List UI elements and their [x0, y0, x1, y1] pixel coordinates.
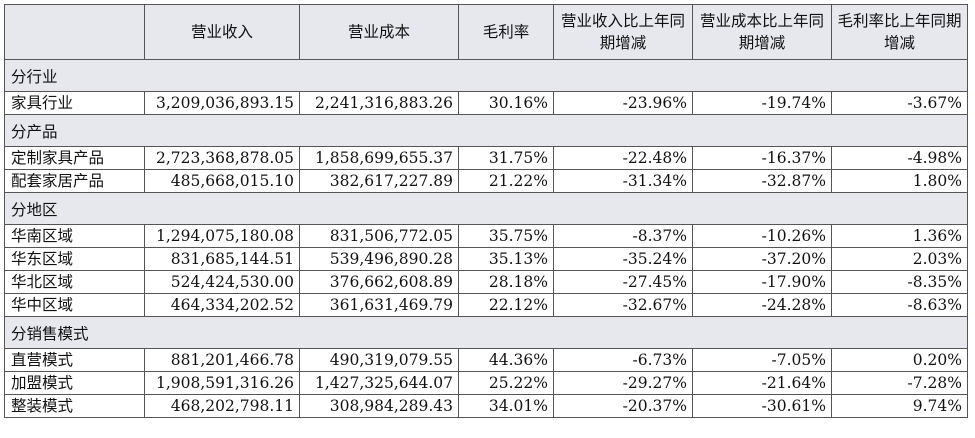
value-cell: -16.37%	[692, 146, 832, 170]
value-cell: -3.67%	[831, 91, 968, 115]
value-cell: 9.74%	[831, 394, 968, 418]
row-label-cell: 华北区域	[4, 270, 145, 294]
row-label-cell: 直营模式	[4, 348, 145, 372]
row-label-cell: 加盟模式	[4, 371, 145, 395]
section-header-row: 分产品	[4, 114, 968, 147]
table-row: 加盟模式 1,908,591,316.26 1,427,325,644.07 25.2…	[4, 371, 968, 395]
value-cell: 22.12%	[458, 293, 554, 317]
value-cell: -10.26%	[692, 224, 832, 248]
row-label-cell: 华东区域	[4, 247, 145, 271]
value-cell: 28.18%	[458, 270, 554, 294]
table-row: 华北区域 524,424,530.00 376,662,608.89 28.18% -2…	[4, 270, 968, 294]
segment-revenue-table: 营业收入 营业成本 毛利率 营业收入比上年同期增减 营业成本比上年同期增减 毛利…	[4, 4, 968, 418]
header-cell-gross-margin: 毛利率	[458, 4, 554, 60]
value-cell: 1,427,325,644.07	[299, 371, 459, 395]
value-cell: 1,858,699,655.37	[299, 146, 459, 170]
row-label-cell: 配套家居产品	[4, 169, 145, 193]
value-cell: -7.28%	[831, 371, 968, 395]
value-cell: -24.28%	[692, 293, 832, 317]
value-cell: 1.36%	[831, 224, 968, 248]
value-cell: -8.37%	[553, 224, 693, 248]
value-cell: 1.80%	[831, 169, 968, 193]
value-cell: 2,241,316,883.26	[299, 91, 459, 115]
value-cell: 34.01%	[458, 394, 554, 418]
value-cell: 831,506,772.05	[299, 224, 459, 248]
value-cell: 881,201,466.78	[144, 348, 300, 372]
section-title: 分地区	[4, 192, 968, 225]
table-row: 定制家具产品 2,723,368,878.05 1,858,699,655.37 31…	[4, 146, 968, 170]
table-body: 分行业 家具行业 3,209,036,893.15 2,241,316,883.26 3…	[4, 59, 968, 418]
header-cell-revenue: 营业收入	[144, 4, 300, 60]
section-header-row: 分地区	[4, 192, 968, 225]
value-cell: 831,685,144.51	[144, 247, 300, 271]
value-cell: -23.96%	[553, 91, 693, 115]
value-cell: 485,668,015.10	[144, 169, 300, 193]
value-cell: 35.13%	[458, 247, 554, 271]
value-cell: 31.75%	[458, 146, 554, 170]
header-row: 营业收入 营业成本 毛利率 营业收入比上年同期增减 营业成本比上年同期增减 毛利…	[4, 4, 968, 60]
value-cell: -29.27%	[553, 371, 693, 395]
segment-table-container: 营业收入 营业成本 毛利率 营业收入比上年同期增减 营业成本比上年同期增减 毛利…	[4, 4, 968, 418]
value-cell: -8.63%	[831, 293, 968, 317]
value-cell: -20.37%	[553, 394, 693, 418]
value-cell: 3,209,036,893.15	[144, 91, 300, 115]
row-label-cell: 定制家具产品	[4, 146, 145, 170]
value-cell: -6.73%	[553, 348, 693, 372]
value-cell: 2.03%	[831, 247, 968, 271]
value-cell: 44.36%	[458, 348, 554, 372]
header-cell-margin-yoy: 毛利率比上年同期增减	[831, 4, 968, 60]
value-cell: -4.98%	[831, 146, 968, 170]
table-row: 整装模式 468,202,798.11 308,984,289.43 34.01% -2…	[4, 394, 968, 418]
value-cell: 308,984,289.43	[299, 394, 459, 418]
section-title: 分产品	[4, 114, 968, 147]
value-cell: 21.22%	[458, 169, 554, 193]
value-cell: -7.05%	[692, 348, 832, 372]
section-title: 分销售模式	[4, 316, 968, 349]
value-cell: -19.74%	[692, 91, 832, 115]
value-cell: 1,908,591,316.26	[144, 371, 300, 395]
value-cell: -22.48%	[553, 146, 693, 170]
table-row: 配套家居产品 485,668,015.10 382,617,227.89 21.22%…	[4, 169, 968, 193]
value-cell: -35.24%	[553, 247, 693, 271]
value-cell: 0.20%	[831, 348, 968, 372]
section-title: 分行业	[4, 59, 968, 92]
value-cell: 490,319,079.55	[299, 348, 459, 372]
row-label-cell: 家具行业	[4, 91, 145, 115]
table-row: 华东区域 831,685,144.51 539,496,890.28 35.13% -3…	[4, 247, 968, 271]
table-row: 家具行业 3,209,036,893.15 2,241,316,883.26 30.1…	[4, 91, 968, 115]
table-row: 直营模式 881,201,466.78 490,319,079.55 44.36% -6…	[4, 348, 968, 372]
value-cell: -21.64%	[692, 371, 832, 395]
section-header-row: 分销售模式	[4, 316, 968, 349]
header-cell-cost-yoy: 营业成本比上年同期增减	[692, 4, 832, 60]
value-cell: 468,202,798.11	[144, 394, 300, 418]
value-cell: 376,662,608.89	[299, 270, 459, 294]
header-cell-corner	[4, 4, 145, 60]
value-cell: -32.67%	[553, 293, 693, 317]
value-cell: -31.34%	[553, 169, 693, 193]
row-label-cell: 华南区域	[4, 224, 145, 248]
value-cell: 524,424,530.00	[144, 270, 300, 294]
value-cell: 464,334,202.52	[144, 293, 300, 317]
table-row: 华中区域 464,334,202.52 361,631,469.79 22.12% -3…	[4, 293, 968, 317]
value-cell: -37.20%	[692, 247, 832, 271]
value-cell: 361,631,469.79	[299, 293, 459, 317]
value-cell: 539,496,890.28	[299, 247, 459, 271]
value-cell: -17.90%	[692, 270, 832, 294]
value-cell: -30.61%	[692, 394, 832, 418]
header-cell-cost: 营业成本	[299, 4, 459, 60]
value-cell: 35.75%	[458, 224, 554, 248]
value-cell: -8.35%	[831, 270, 968, 294]
header-cell-revenue-yoy: 营业收入比上年同期增减	[553, 4, 693, 60]
value-cell: 382,617,227.89	[299, 169, 459, 193]
value-cell: -32.87%	[692, 169, 832, 193]
table-row: 华南区域 1,294,075,180.08 831,506,772.05 35.75%…	[4, 224, 968, 248]
value-cell: 25.22%	[458, 371, 554, 395]
value-cell: 30.16%	[458, 91, 554, 115]
value-cell: 2,723,368,878.05	[144, 146, 300, 170]
row-label-cell: 整装模式	[4, 394, 145, 418]
value-cell: -27.45%	[553, 270, 693, 294]
value-cell: 1,294,075,180.08	[144, 224, 300, 248]
row-label-cell: 华中区域	[4, 293, 145, 317]
section-header-row: 分行业	[4, 59, 968, 92]
